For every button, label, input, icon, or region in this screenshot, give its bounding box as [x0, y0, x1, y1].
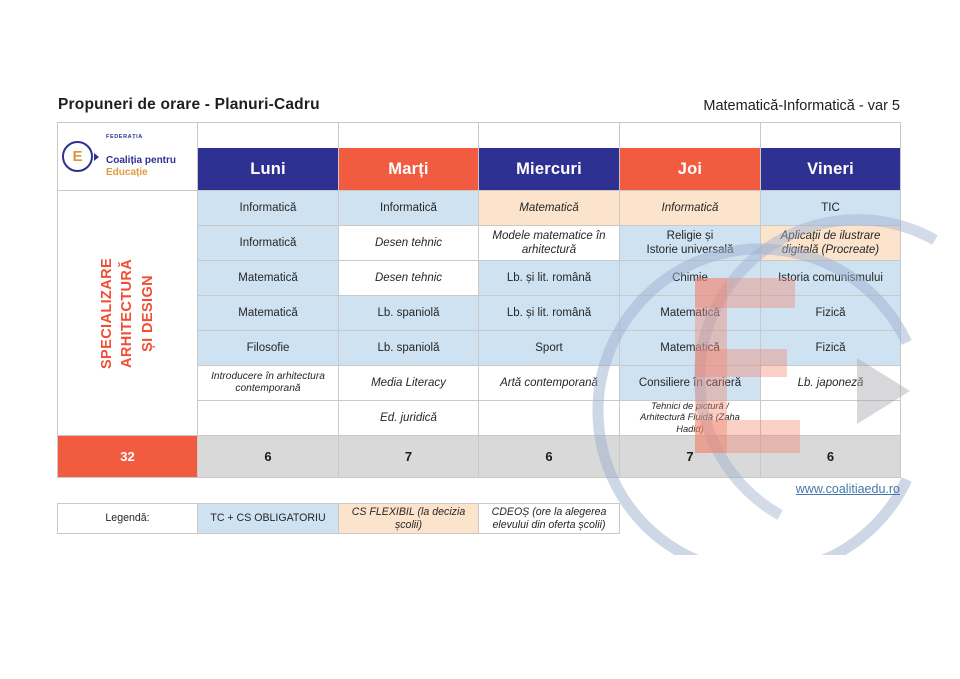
- total-joi: 7: [620, 436, 761, 478]
- variant-title: Matematică-Informatică - var 5: [703, 98, 900, 114]
- total-week-hours: 32: [58, 436, 198, 478]
- schedule-cell-r2-miercuri: Modele matematice în arhitectură: [479, 226, 620, 261]
- schedule-cell-r1-marti: Informatică: [339, 191, 479, 226]
- day-header-joi: Joi: [620, 123, 761, 191]
- total-luni: 6: [198, 436, 339, 478]
- schedule-cell-r4-vineri: Fizică: [761, 296, 901, 331]
- schedule-cell-r1-vineri: TIC: [761, 191, 901, 226]
- schedule-cell-r1-joi: Informatică: [620, 191, 761, 226]
- schedule-cell-r1-luni: Informatică: [198, 191, 339, 226]
- legend-item-2: CS FLEXIBIL (la decizia școlii): [339, 504, 479, 534]
- schedule-cell-r7-marti: Ed. juridică: [339, 401, 479, 436]
- schedule-cell-r6-marti: Media Literacy: [339, 366, 479, 401]
- logo-text: FEDERAȚIA Coaliția pentru Educație: [106, 123, 193, 190]
- logo-arrow-icon: [94, 152, 99, 161]
- logo-name-label: Coaliția pentru Educație: [106, 154, 177, 178]
- schedule-cell-r3-joi: Chimie: [620, 261, 761, 296]
- day-header-luni: Luni: [198, 123, 339, 191]
- website-link[interactable]: www.coalitiaedu.ro: [795, 482, 900, 496]
- schedule-cell-r7-miercuri: [479, 401, 620, 436]
- schedule-cell-r5-luni: Filosofie: [198, 331, 339, 366]
- schedule-cell-r6-vineri: Lb. japoneză: [761, 366, 901, 401]
- day-header-bar-miercuri: Miercuri: [479, 148, 619, 190]
- schedule-cell-r3-luni: Matematică: [198, 261, 339, 296]
- logo-circle-e-icon: E: [62, 141, 99, 172]
- schedule-cell-r2-vineri: Aplicații de ilustrare digitală (Procrea…: [761, 226, 901, 261]
- schedule-cell-r4-joi: Matematică: [620, 296, 761, 331]
- day-header-bar-marti: Marți: [339, 148, 478, 190]
- schedule-cell-r7-vineri: [761, 401, 901, 436]
- day-header-bar-joi: Joi: [620, 148, 760, 190]
- legend-item-1: TC + CS OBLIGATORIU: [198, 504, 339, 534]
- logo: E FEDERAȚIA Coaliția pentru Educație: [58, 123, 198, 191]
- page-title: Propuneri de orare - Planuri-Cadru: [58, 96, 320, 113]
- logo-letter: E: [72, 148, 83, 165]
- schedule-cell-r6-miercuri: Artă contemporană: [479, 366, 620, 401]
- day-header-vineri: Vineri: [761, 123, 901, 191]
- schedule-cell-r2-marti: Desen tehnic: [339, 226, 479, 261]
- schedule-cell-r3-marti: Desen tehnic: [339, 261, 479, 296]
- day-header-marti: Marți: [339, 123, 479, 191]
- schedule-cell-r7-luni: [198, 401, 339, 436]
- schedule-cell-r6-luni: Introducere în arhitectura contemporană: [198, 366, 339, 401]
- schedule-cell-r5-joi: Matematică: [620, 331, 761, 366]
- schedule-cell-r4-luni: Matematică: [198, 296, 339, 331]
- schedule-cell-r5-miercuri: Sport: [479, 331, 620, 366]
- schedule-cell-r5-marti: Lb. spaniolă: [339, 331, 479, 366]
- specialization-label-cell: SPECIALIZARE ARHITECTURĂ ȘI DESIGN: [58, 191, 198, 436]
- day-header-bar-vineri: Vineri: [761, 148, 900, 190]
- legend: Legendă: TC + CS OBLIGATORIU CS FLEXIBIL …: [57, 503, 620, 534]
- schedule-cell-r4-marti: Lb. spaniolă: [339, 296, 479, 331]
- schedule-cell-r6-joi: Consiliere în carieră: [620, 366, 761, 401]
- schedule-cell-r7-joi: Tehnici de pictură / Arhitectură Fluidă …: [620, 401, 761, 436]
- logo-federation-label: FEDERAȚIA: [106, 133, 143, 140]
- schedule-cell-r1-miercuri: Matematică: [479, 191, 620, 226]
- legend-item-3: CDEOȘ (ore la alegerea elevului din ofer…: [479, 504, 620, 534]
- schedule-cell-r5-vineri: Fizică: [761, 331, 901, 366]
- schedule-cell-r3-vineri: Istoria comunismului: [761, 261, 901, 296]
- schedule-table: E FEDERAȚIA Coaliția pentru Educație Lun…: [57, 122, 901, 478]
- total-miercuri: 6: [479, 436, 620, 478]
- total-vineri: 6: [761, 436, 901, 478]
- schedule-cell-r2-joi: Religie și Istorie universală: [620, 226, 761, 261]
- schedule-cell-r2-luni: Informatică: [198, 226, 339, 261]
- day-header-miercuri: Miercuri: [479, 123, 620, 191]
- specialization-label: SPECIALIZARE ARHITECTURĂ ȘI DESIGN: [99, 257, 156, 369]
- day-header-bar-luni: Luni: [198, 148, 338, 190]
- schedule-cell-r4-miercuri: Lb. și lit. română: [479, 296, 620, 331]
- legend-label: Legendă:: [58, 504, 198, 534]
- total-marti: 7: [339, 436, 479, 478]
- schedule-cell-r3-miercuri: Lb. și lit. română: [479, 261, 620, 296]
